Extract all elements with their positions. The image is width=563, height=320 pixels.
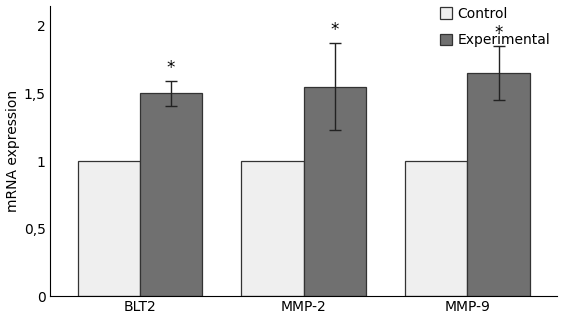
Bar [140, 93, 202, 296]
Bar [467, 73, 530, 296]
Text: *: * [494, 24, 503, 42]
Bar [405, 161, 467, 296]
Bar [242, 161, 303, 296]
Text: *: * [330, 21, 339, 39]
Y-axis label: mRNA expression: mRNA expression [6, 90, 20, 212]
Legend: Control, Experimental: Control, Experimental [440, 7, 551, 47]
Bar [78, 161, 140, 296]
Bar [303, 87, 366, 296]
Text: *: * [167, 59, 175, 77]
